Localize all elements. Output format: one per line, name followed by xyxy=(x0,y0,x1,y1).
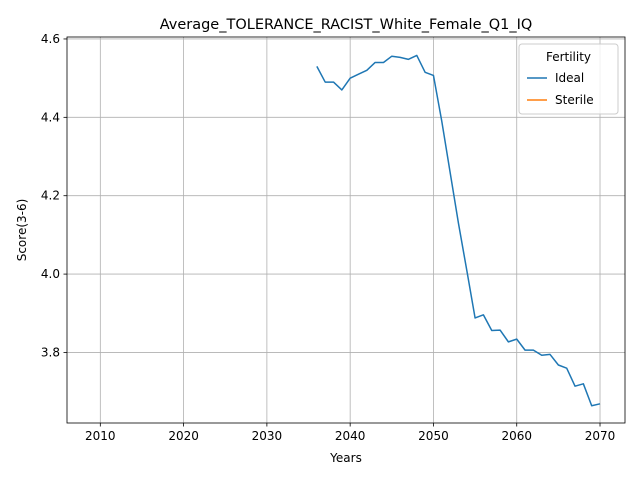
x-tick-label: 2070 xyxy=(585,429,616,443)
chart-title: Average_TOLERANCE_RACIST_White_Female_Q1… xyxy=(160,17,533,33)
legend-box xyxy=(518,43,619,115)
x-tick-label: 2040 xyxy=(335,429,366,443)
y-tick-label: 4.2 xyxy=(41,189,60,203)
y-axis-label: Score(3-6) xyxy=(15,199,29,262)
legend-title: Fertility xyxy=(546,50,591,64)
x-tick-label: 2050 xyxy=(418,429,449,443)
plot-area xyxy=(66,36,626,424)
y-tick-label: 4.4 xyxy=(41,110,60,124)
x-tick-label: 2060 xyxy=(501,429,532,443)
y-tick-label: 4.0 xyxy=(41,267,60,281)
series-line-ideal xyxy=(316,54,601,407)
y-tick-label: 4.6 xyxy=(41,32,60,46)
x-tick-label: 2020 xyxy=(168,429,199,443)
x-tick-label: 2010 xyxy=(85,429,116,443)
legend-label-sterile: Sterile xyxy=(555,93,594,107)
x-axis-label: Years xyxy=(329,451,362,465)
legend-label-ideal: Ideal xyxy=(555,71,584,85)
legend: Fertility Ideal Sterile xyxy=(518,43,619,115)
y-tick-label: 3.8 xyxy=(41,345,60,359)
x-tick-label: 2030 xyxy=(252,429,283,443)
